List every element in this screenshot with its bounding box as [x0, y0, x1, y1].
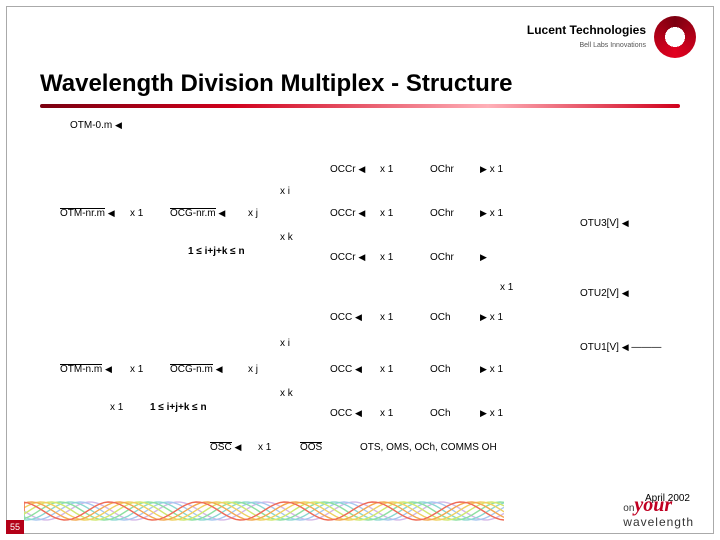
mult-xk-1: x k — [280, 232, 293, 243]
och-1: OCh — [430, 312, 451, 323]
slide-number: 55 — [6, 520, 24, 534]
osc: OSC — [210, 442, 232, 453]
mult-x1: x 1 — [130, 208, 143, 219]
ochr-1: OChr — [430, 164, 454, 175]
footer-brand-tag: onyour wavelength — [623, 495, 694, 528]
label-otm-nm: OTM-n.m — [60, 364, 102, 375]
otu2v: OTU2[V] — [580, 288, 619, 299]
mult-xj-2: x j — [248, 364, 258, 375]
label-otm0m: OTM-0.m — [70, 120, 112, 131]
mult-xj-1: x j — [248, 208, 258, 219]
label-otm-nrm: OTM-nr.m — [60, 208, 105, 219]
label-ocg-nrm: OCG-nr.m — [170, 208, 216, 219]
och-2: OCh — [430, 364, 451, 375]
otu3v: OTU3[V] — [580, 218, 619, 229]
wdm-structure-diagram: OTM-0.m ◀ OTM-nr.m ◀ x 1 OCG-nr.m ◀ x i … — [20, 112, 700, 480]
page-title: Wavelength Division Multiplex - Structur… — [40, 70, 513, 98]
occ-1: OCC — [330, 312, 352, 323]
oos: OOS — [300, 442, 322, 453]
ochr-3: OChr — [430, 252, 454, 263]
bottom-oh: OTS, OMS, OCh, COMMS OH — [360, 442, 497, 453]
occ-2: OCC — [330, 364, 352, 375]
ochr-2: OChr — [430, 208, 454, 219]
occr-3: OCCr — [330, 252, 356, 263]
occr-1: OCCr — [330, 164, 356, 175]
label-ocg-nm: OCG-n.m — [170, 364, 213, 375]
constraint-2: 1 ≤ i+j+k ≤ n — [150, 402, 207, 413]
otu1v: OTU1[V] — [580, 342, 619, 353]
occr-2: OCCr — [330, 208, 356, 219]
brand-tagline: Bell Labs Innovations — [579, 42, 646, 49]
lucent-ring-icon — [654, 16, 696, 58]
wavelength-bar-icon — [24, 500, 504, 522]
mult-xi-1: x i — [280, 186, 290, 197]
occ-3: OCC — [330, 408, 352, 419]
constraint-1: 1 ≤ i+j+k ≤ n — [188, 246, 245, 257]
mult-xi-2: x i — [280, 338, 290, 349]
title-rule — [40, 104, 680, 108]
mult-xk-2: x k — [280, 388, 293, 399]
och-3: OCh — [430, 408, 451, 419]
brand-name: Lucent Technologies — [527, 23, 646, 37]
